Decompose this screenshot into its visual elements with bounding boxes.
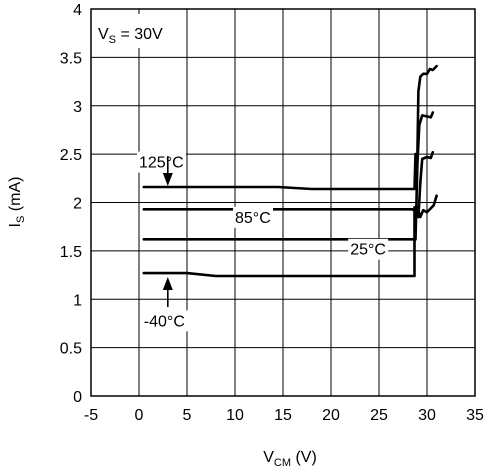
series-labels: 125°C 85°C 25°C -40°C bbox=[137, 151, 389, 332]
series-line--40°C bbox=[142, 194, 438, 278]
y-tick-label: 3.5 bbox=[60, 50, 82, 67]
annotation-rest: = 30V bbox=[116, 26, 163, 43]
arrow-125-head bbox=[162, 173, 173, 187]
series-layer bbox=[142, 64, 438, 278]
series-label-85°C: 85°C bbox=[235, 210, 271, 227]
x-tick-label: 15 bbox=[274, 407, 292, 424]
annotation-sub: S bbox=[109, 34, 116, 46]
y-tick-labels: 0 0.5 1 1.5 2 2.5 3 3.5 4 bbox=[60, 2, 82, 406]
x-tick-label: 5 bbox=[183, 407, 192, 424]
x-axis-label-main: V bbox=[263, 449, 274, 466]
y-tick-label: 0.5 bbox=[60, 341, 82, 358]
y-axis-label: IS (mA) bbox=[7, 177, 27, 228]
x-tick-label: 30 bbox=[418, 407, 436, 424]
annotation-box bbox=[92, 14, 186, 48]
y-tick-label: 3 bbox=[73, 99, 82, 116]
y-tick-label: 1 bbox=[73, 292, 82, 309]
x-tick-labels: -5 0 5 10 15 20 25 30 35 bbox=[84, 407, 484, 424]
series-label-bg bbox=[137, 151, 186, 173]
series-label-bg bbox=[141, 310, 191, 332]
series-label--40°C: -40°C bbox=[144, 313, 185, 330]
series-line-25°C bbox=[142, 111, 435, 241]
y-tick-label: 0 bbox=[73, 389, 82, 406]
plot-frame bbox=[90, 8, 476, 397]
series-label-bg bbox=[233, 206, 273, 228]
x-tick-label: 0 bbox=[135, 407, 144, 424]
x-tick-label: 20 bbox=[322, 407, 340, 424]
x-tick-label: 35 bbox=[466, 407, 484, 424]
y-tick-label: 1.5 bbox=[60, 244, 82, 261]
arrow-neg40-head bbox=[162, 276, 173, 290]
series-label-bg bbox=[348, 238, 389, 260]
y-axis-label-sub: S bbox=[15, 216, 27, 223]
y-axis-label-main: I bbox=[7, 223, 24, 227]
x-axis-label-sub: CM bbox=[274, 457, 291, 466]
series-label-25°C: 25°C bbox=[350, 242, 386, 259]
x-tick-label: 10 bbox=[226, 407, 244, 424]
y-tick-label: 2.5 bbox=[60, 147, 82, 164]
x-tick-label: -5 bbox=[84, 407, 98, 424]
x-tick-label: 25 bbox=[370, 407, 388, 424]
y-tick-label: 4 bbox=[73, 2, 82, 19]
annotation-arrows bbox=[162, 156, 173, 307]
y-tick-label: 2 bbox=[73, 196, 82, 213]
x-axis-label: VCM (V) bbox=[263, 449, 317, 466]
x-axis-label-rest: (V) bbox=[291, 449, 317, 466]
annotation-main: V bbox=[98, 26, 109, 43]
supply-voltage-annotation: VS = 30V bbox=[98, 26, 163, 46]
y-axis-label-rest: (mA) bbox=[7, 177, 24, 216]
series-label-125°C: 125°C bbox=[139, 155, 184, 172]
series-line-125°C bbox=[142, 64, 438, 191]
